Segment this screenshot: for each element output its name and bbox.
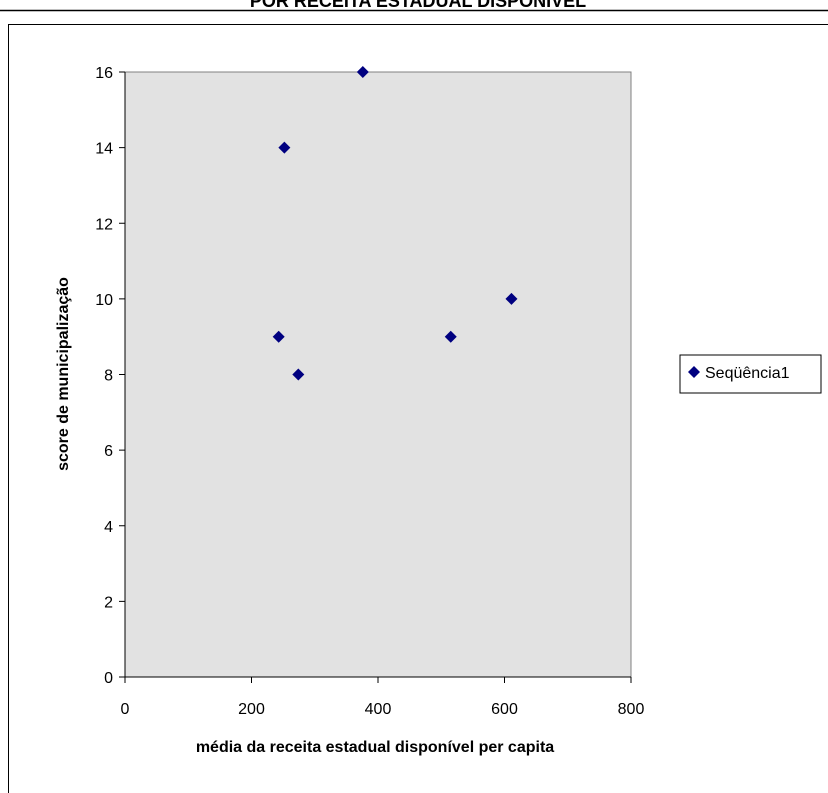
y-axis-title: score de municipalização: [55, 277, 72, 471]
y-tick-label: 16: [95, 65, 113, 82]
y-tick-label: 8: [104, 368, 113, 385]
x-tick-label: 800: [618, 701, 645, 718]
legend-label: Seqüência1: [705, 365, 790, 382]
legend: Seqüência1: [679, 354, 822, 394]
data-points: [272, 66, 518, 381]
x-axis-ticks: 0 200 400 600 800: [121, 677, 645, 718]
data-point-marker: [272, 330, 285, 343]
data-point-marker: [356, 66, 369, 78]
x-axis-title: média da receita estadual disponível per…: [196, 739, 554, 756]
x-tick-label: 400: [365, 701, 392, 718]
data-point-marker: [278, 141, 291, 154]
y-tick-label: 0: [104, 670, 113, 687]
data-point-marker: [444, 330, 457, 343]
data-point-marker: [505, 292, 518, 305]
y-tick-label: 4: [104, 519, 113, 536]
y-tick-label: 14: [95, 141, 113, 158]
y-tick-label: 12: [95, 216, 113, 233]
y-tick-label: 10: [95, 292, 113, 309]
chart-title: POR RECEITA ESTADUAL DISPONÍVEL: [250, 0, 586, 11]
x-tick-label: 600: [491, 701, 518, 718]
data-point-marker: [292, 368, 305, 381]
plot-area: [124, 71, 632, 678]
legend-marker-diamond: [688, 366, 700, 378]
y-tick-label: 6: [104, 443, 113, 460]
y-axis-ticks: 0 2 4 6 8 10 12 14 16: [95, 65, 125, 687]
x-tick-label: 200: [238, 701, 265, 718]
x-tick-label: 0: [121, 701, 130, 718]
legend-box: [679, 354, 822, 394]
y-tick-label: 2: [104, 594, 113, 611]
